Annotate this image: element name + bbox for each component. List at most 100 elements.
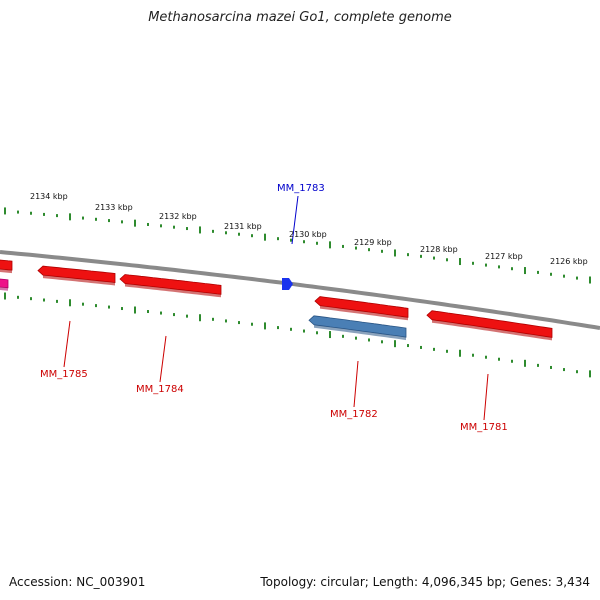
inner-tick — [394, 340, 396, 348]
outer-tick — [251, 234, 253, 238]
outer-tick — [30, 211, 32, 215]
inner-tick — [433, 347, 435, 351]
outer-tick — [212, 229, 214, 233]
callout-line — [483, 373, 489, 421]
gene-label[interactable]: MM_1785 — [40, 369, 88, 380]
outer-tick — [186, 227, 188, 231]
kbp-tick-labels: 2134 kbp 2133 kbp 2132 kbp 2131 kbp 2130 kbp… — [30, 192, 588, 266]
inner-tick — [17, 295, 19, 299]
outer-tick — [4, 207, 6, 215]
gene-label[interactable]: MM_1781 — [460, 422, 508, 433]
callout-line — [63, 320, 71, 368]
outer-tick — [342, 244, 344, 248]
kbp-tick-label: 2133 kbp — [95, 203, 133, 212]
gene-partial-left-red — [0, 259, 13, 271]
gene-partial-left-pink — [0, 278, 9, 289]
inner-tick — [576, 370, 578, 374]
outer-tick — [199, 226, 201, 234]
accession-text: Accession: NC_003901 — [9, 575, 146, 589]
outer-tick-track — [4, 207, 591, 284]
genome-summary-text: Topology: circular; Length: 4,096,345 bp… — [260, 575, 590, 589]
outer-tick — [433, 256, 435, 260]
outer-tick — [121, 220, 123, 224]
kbp-tick-label: 2131 kbp — [224, 222, 262, 231]
inner-tick — [290, 327, 292, 331]
outer-tick — [563, 274, 565, 278]
outer-tick — [485, 263, 487, 267]
kbp-tick-label: 2127 kbp — [485, 252, 523, 261]
inner-tick — [4, 292, 6, 300]
outer-tick — [511, 267, 513, 271]
inner-tick — [82, 302, 84, 306]
outer-tick — [95, 217, 97, 221]
gene-mm1781-shadow — [432, 319, 552, 341]
outer-tick — [134, 219, 136, 227]
inner-tick — [329, 331, 331, 339]
inner-tick — [485, 355, 487, 359]
page-title: Methanosarcina mazei Go1, complete genom… — [148, 10, 452, 25]
outer-tick — [160, 224, 162, 228]
outer-tick — [589, 276, 591, 284]
outer-tick — [316, 241, 318, 245]
inner-tick — [56, 299, 58, 303]
outer-tick — [446, 258, 448, 262]
gene-features — [0, 259, 553, 341]
outer-tick — [381, 249, 383, 253]
outer-tick — [420, 254, 422, 258]
callout-line — [159, 335, 167, 383]
gene-label[interactable]: MM_1783 — [277, 183, 325, 194]
inner-tick — [69, 299, 71, 307]
outer-tick — [147, 222, 149, 226]
outer-tick — [290, 238, 292, 242]
inner-tick — [303, 329, 305, 333]
gene-mm1783-marker — [282, 278, 293, 290]
outer-tick — [394, 249, 396, 257]
inner-tick — [537, 363, 539, 367]
outer-tick — [459, 258, 461, 266]
outer-tick — [108, 219, 110, 223]
inner-tick — [368, 338, 370, 342]
kbp-tick-label: 2132 kbp — [159, 212, 197, 221]
outer-tick — [69, 213, 71, 221]
outer-tick — [82, 216, 84, 220]
gene-mm1782-blue-shadow — [314, 324, 406, 341]
kbp-tick-label: 2126 kbp — [550, 257, 588, 266]
gene-label[interactable]: MM_1784 — [136, 384, 184, 395]
outer-tick — [355, 246, 357, 250]
kbp-tick-label: 2129 kbp — [354, 238, 392, 247]
gene-mm1784 — [119, 274, 222, 295]
inner-tick — [446, 349, 448, 353]
callout-line — [353, 360, 359, 408]
outer-tick — [550, 272, 552, 276]
inner-tick — [472, 353, 474, 357]
outer-tick — [264, 233, 266, 241]
inner-tick — [420, 345, 422, 349]
kbp-tick-label: 2134 kbp — [30, 192, 68, 201]
gene-mm1785 — [37, 265, 116, 283]
gene-mm1784-shadow — [125, 283, 221, 298]
inner-tick — [251, 322, 253, 326]
inner-tick — [95, 304, 97, 308]
outer-tick — [472, 261, 474, 265]
gene-partial-left-red-shadow — [0, 269, 12, 274]
callout-line — [291, 195, 299, 245]
inner-tick — [173, 313, 175, 317]
inner-tick — [511, 359, 513, 363]
outer-tick — [407, 253, 409, 257]
outer-tick — [303, 240, 305, 244]
outer-tick — [524, 267, 526, 275]
outer-tick — [498, 265, 500, 269]
outer-tick — [173, 225, 175, 229]
outer-tick — [238, 232, 240, 236]
inner-tick — [498, 357, 500, 361]
inner-tick — [459, 349, 461, 357]
inner-tick — [342, 334, 344, 338]
gene-mm1782-shadow — [320, 305, 408, 321]
outer-tick — [225, 231, 227, 235]
gene-mm1782 — [314, 296, 409, 318]
genome-backbone — [0, 250, 600, 330]
gene-label[interactable]: MM_1782 — [330, 409, 378, 420]
inner-tick-track — [4, 292, 591, 378]
inner-tick — [524, 359, 526, 367]
inner-tick — [212, 317, 214, 321]
